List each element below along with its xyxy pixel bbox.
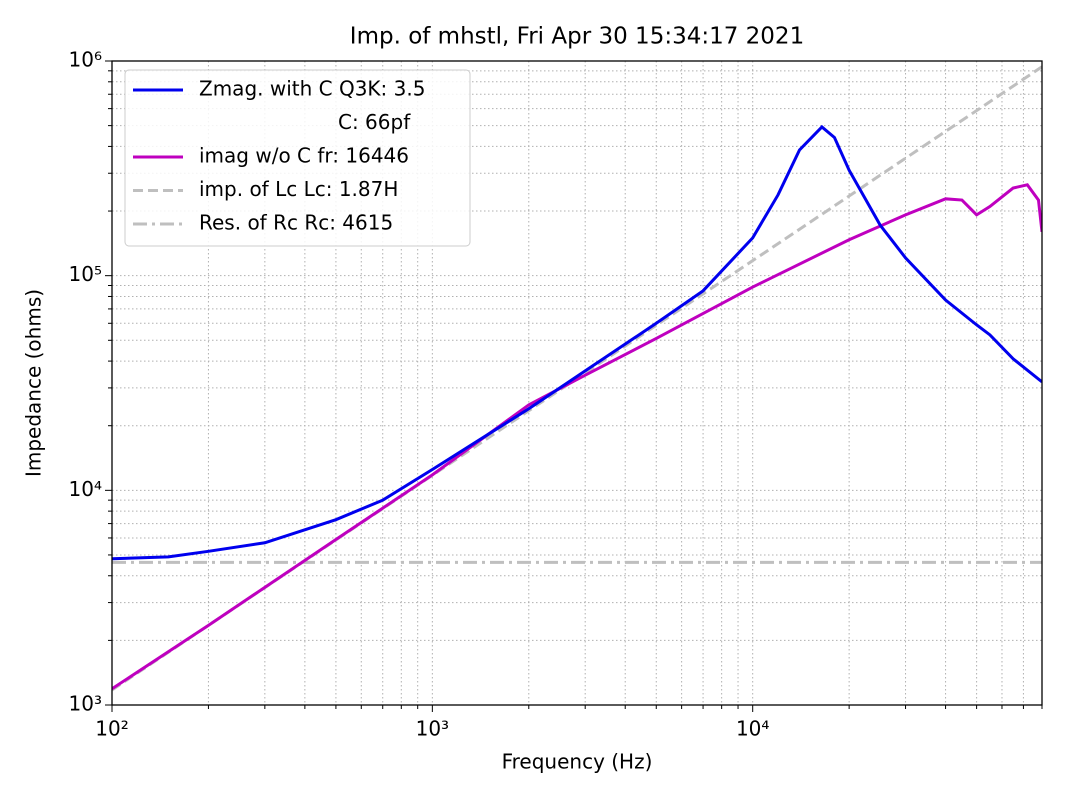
y-tick-label: 10³ <box>69 692 102 716</box>
legend-label: Zmag. with C Q3K: 3.5 <box>199 77 425 101</box>
x-tick-label: 10⁴ <box>736 717 769 741</box>
legend-label: Res. of Rc Rc: 4615 <box>199 211 393 235</box>
y-tick-label: 10⁵ <box>69 262 102 286</box>
chart-title: Imp. of mhstl, Fri Apr 30 15:34:17 2021 <box>350 24 804 50</box>
plot-frame <box>111 60 1043 706</box>
plot-lines <box>112 65 1042 692</box>
legend-box <box>124 69 471 247</box>
y-tick-label: 10⁴ <box>69 477 102 501</box>
x-tick-label: 10² <box>95 717 128 741</box>
legend-label: C: 66pf <box>338 110 411 134</box>
legend-label: imag w/o C fr: 16446 <box>199 144 409 168</box>
legend-label: imp. of Lc Lc: 1.87H <box>199 177 398 201</box>
series-line <box>112 183 1042 691</box>
y-axis-label: Impedance (ohms) <box>22 289 46 477</box>
x-axis-label: Frequency (Hz) <box>502 750 653 774</box>
x-tick-label: 10³ <box>416 717 449 741</box>
series-line <box>112 124 1042 561</box>
y-tick-label: 10⁶ <box>69 48 102 72</box>
